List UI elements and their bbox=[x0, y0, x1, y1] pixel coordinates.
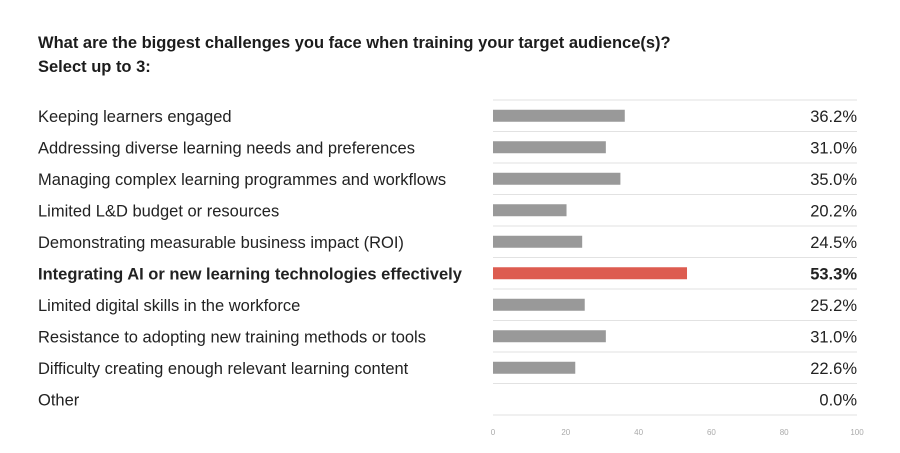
value-label: 31.0% bbox=[810, 139, 857, 157]
value-label: 0.0% bbox=[819, 391, 857, 409]
value-label: 20.2% bbox=[810, 202, 857, 220]
bar bbox=[493, 172, 621, 185]
bar bbox=[493, 109, 625, 122]
value-label: 35.0% bbox=[810, 171, 857, 189]
chart-title-instruction: Select up to 3: bbox=[38, 58, 151, 76]
value-label: 36.2% bbox=[810, 108, 857, 126]
x-tick-label: 80 bbox=[780, 428, 789, 437]
value-label: 22.6% bbox=[810, 360, 857, 378]
category-label: Resistance to adopting new training meth… bbox=[38, 328, 426, 346]
category-label: Limited digital skills in the workforce bbox=[38, 297, 300, 315]
category-label: Other bbox=[38, 391, 80, 409]
chart-title-question: What are the biggest challenges you face… bbox=[38, 34, 671, 52]
bar bbox=[493, 330, 606, 343]
category-label: Difficulty creating enough relevant lear… bbox=[38, 360, 409, 378]
x-tick-label: 100 bbox=[850, 428, 864, 437]
category-label: Addressing diverse learning needs and pr… bbox=[38, 139, 415, 157]
bar bbox=[493, 361, 576, 374]
category-label: Keeping learners engaged bbox=[38, 108, 232, 126]
value-label: 25.2% bbox=[810, 297, 857, 315]
x-tick-label: 0 bbox=[491, 428, 496, 437]
bar bbox=[493, 204, 567, 217]
x-tick-label: 40 bbox=[634, 428, 643, 437]
category-label: Managing complex learning programmes and… bbox=[38, 171, 446, 189]
value-label: 31.0% bbox=[810, 328, 857, 346]
value-label: 24.5% bbox=[810, 234, 857, 252]
category-label: Integrating AI or new learning technolog… bbox=[38, 265, 463, 283]
value-label: 53.3% bbox=[810, 265, 857, 283]
bar bbox=[493, 267, 688, 280]
bar bbox=[493, 298, 585, 311]
chart-title: What are the biggest challenges you face… bbox=[38, 31, 858, 79]
category-label: Limited L&D budget or resources bbox=[38, 202, 279, 220]
category-label: Demonstrating measurable business impact… bbox=[38, 234, 404, 252]
x-tick-label: 20 bbox=[561, 428, 570, 437]
bar bbox=[493, 235, 583, 248]
bar bbox=[493, 141, 606, 154]
x-tick-label: 60 bbox=[707, 428, 716, 437]
